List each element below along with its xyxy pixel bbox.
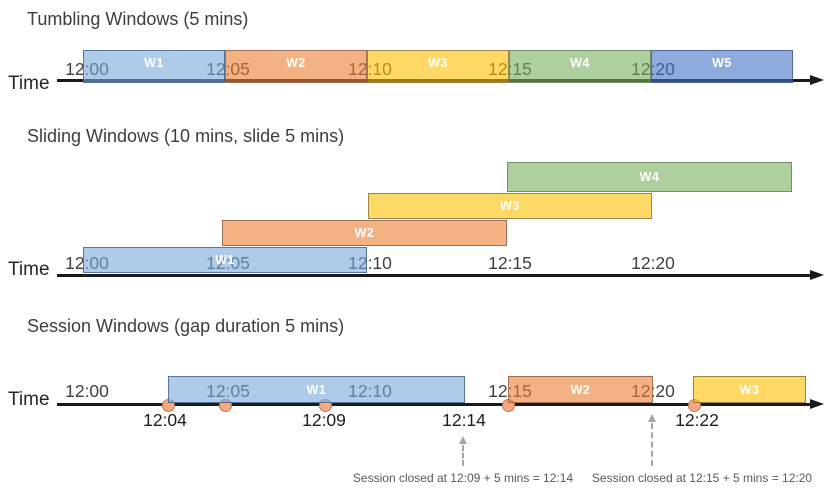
window-label: W3: [739, 382, 760, 397]
tumbling-window-w1: W1: [83, 50, 225, 83]
event-time-label: 12:14: [442, 410, 486, 430]
sliding-window-w1: W1: [83, 247, 367, 273]
tumbling-window-w2: W2: [225, 50, 367, 83]
dashed-arrow-up-icon: [458, 436, 467, 444]
session-closed-annotation: Session closed at 12:15 + 5 mins = 12:20: [591, 471, 813, 485]
session-time-axis: [57, 403, 810, 406]
tumbling-axis-arrowhead-icon: [810, 75, 824, 85]
session-window-w2: W2: [508, 376, 653, 403]
event-time-label: 12:09: [302, 410, 346, 430]
event-time-label: 12:22: [675, 410, 719, 430]
dashed-arrow-line: [651, 423, 653, 466]
dashed-arrow-line: [462, 445, 464, 466]
tumbling-section-title: Tumbling Windows (5 mins): [27, 9, 249, 29]
sliding-tick-label: 12:20: [631, 253, 675, 273]
window-label: W1: [306, 382, 327, 397]
sliding-tick-label: 12:15: [488, 253, 532, 273]
session-section-title: Session Windows (gap duration 5 mins): [27, 316, 345, 336]
window-label: W5: [712, 55, 732, 70]
sliding-window-w4: W4: [507, 162, 792, 192]
tumbling-window-w4: W4: [509, 50, 651, 83]
window-label: W2: [570, 382, 591, 397]
session-closed-annotation: Session closed at 12:09 + 5 mins = 12:14: [352, 471, 574, 485]
window-label: W2: [286, 55, 306, 70]
tumbling-window-w5: W5: [651, 50, 793, 83]
session-window-w3: W3: [693, 376, 806, 403]
sliding-window-w3: W3: [368, 193, 652, 219]
session-time-axis-label: Time: [8, 389, 50, 410]
sliding-axis-arrowhead-icon: [810, 270, 824, 280]
window-label: W4: [639, 170, 660, 184]
session-axis-arrowhead-icon: [810, 399, 824, 409]
window-label: W3: [428, 55, 448, 70]
event-time-label: 12:04: [143, 410, 187, 430]
tumbling-time-axis-label: Time: [8, 73, 50, 94]
sliding-time-axis: [57, 274, 810, 277]
window-label: W2: [354, 226, 375, 240]
session-window-w1: W1: [168, 376, 465, 403]
sliding-time-axis-label: Time: [8, 259, 50, 280]
tumbling-window-w3: W3: [367, 50, 509, 83]
dashed-arrow-up-icon: [647, 414, 656, 422]
session-tick-label: 12:00: [65, 381, 109, 401]
window-label: W1: [215, 253, 235, 267]
sliding-window-w2: W2: [222, 220, 507, 246]
window-label: W3: [500, 199, 520, 213]
window-label: W1: [144, 55, 164, 70]
sliding-section-title: Sliding Windows (10 mins, slide 5 mins): [27, 126, 345, 146]
window-label: W4: [570, 55, 590, 70]
